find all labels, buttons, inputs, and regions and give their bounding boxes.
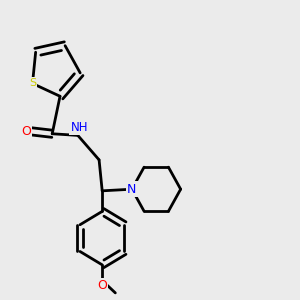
Text: S: S [29, 79, 36, 88]
Text: N: N [127, 183, 136, 196]
Text: O: O [97, 279, 107, 292]
Text: NH: NH [70, 121, 88, 134]
Text: O: O [21, 125, 31, 138]
